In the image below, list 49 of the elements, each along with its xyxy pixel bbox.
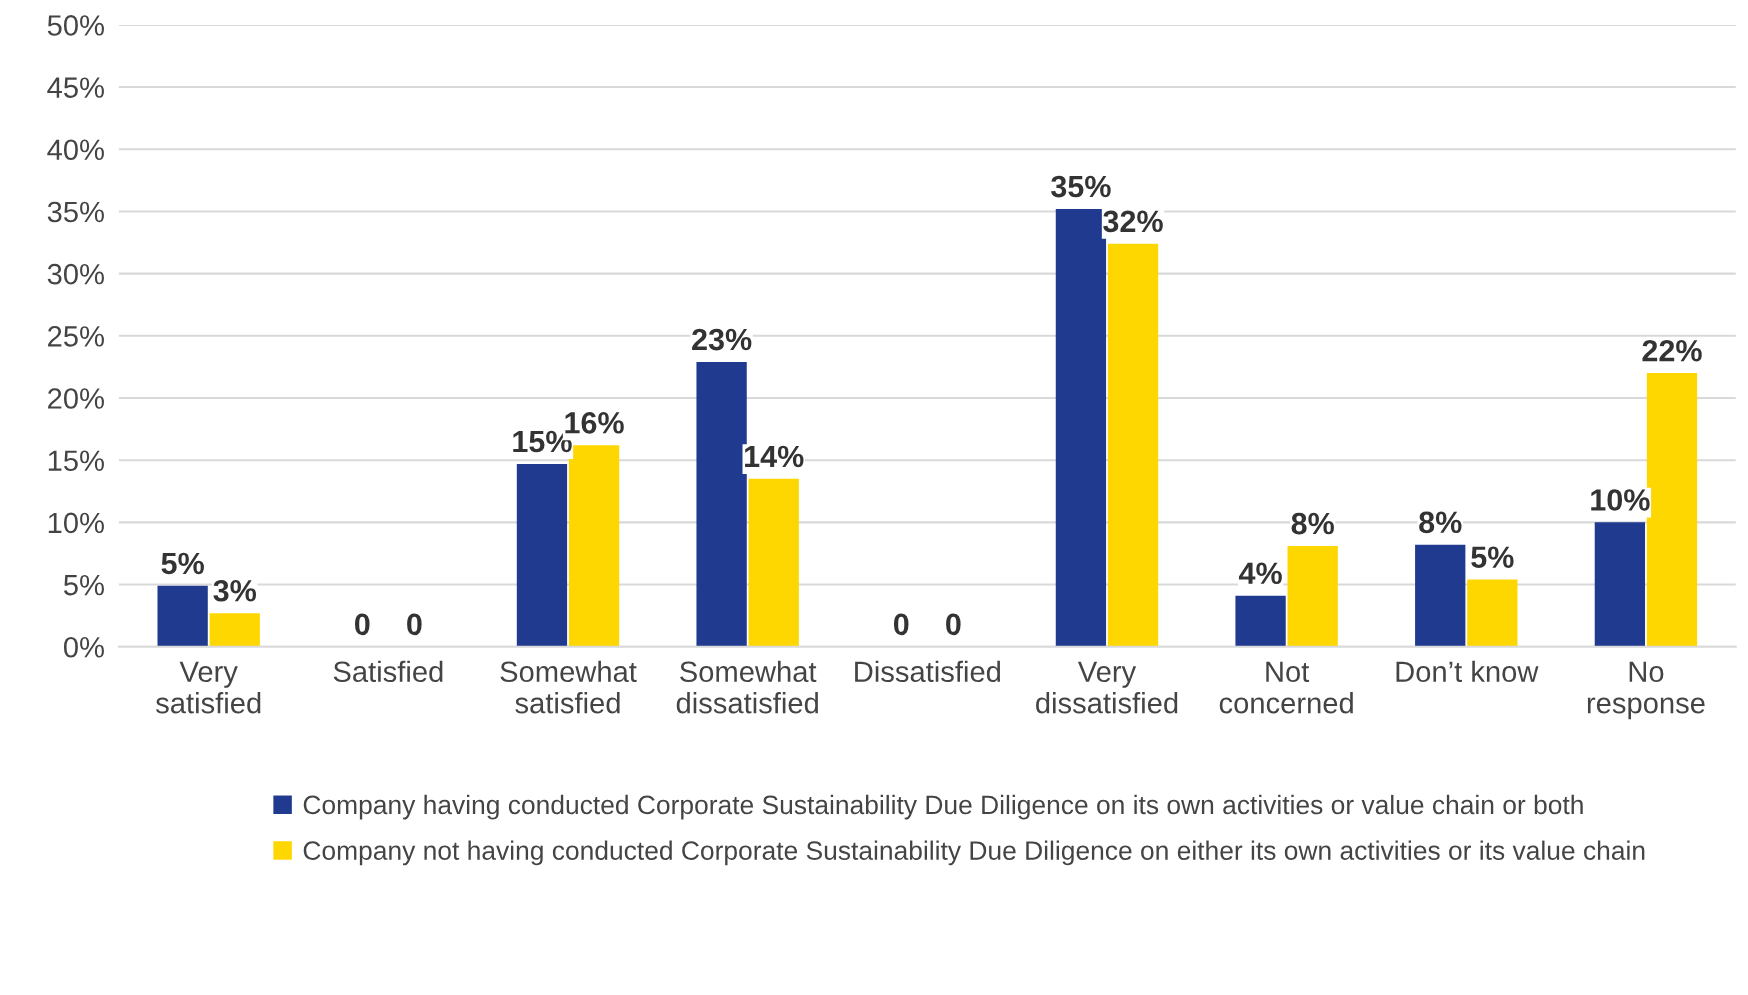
y-tick-label: 25% [48, 326, 104, 347]
data-label: 0 [893, 613, 909, 636]
y-tick-label: 45% [47, 77, 104, 98]
x-tick-label: No response [1587, 661, 1705, 720]
data-label: 10% [1591, 489, 1650, 511]
bar [1415, 544, 1466, 647]
y-tick-label: 15% [48, 450, 104, 472]
y-tick-label: 40% [47, 139, 104, 161]
y-tick-label: 5% [63, 574, 104, 596]
x-tick-label: Somewhat dissatisfied [676, 660, 818, 714]
x-tick-label: Don’t know [1396, 660, 1539, 683]
legend-label: Company having conducted Corporate Sustainability Due Diligence on its own activities or value chain or both [303, 794, 1583, 820]
x-tick-label: Satisfied [333, 660, 443, 683]
data-label: 14% [745, 445, 804, 468]
y-tick-label: 35% [47, 201, 104, 223]
x-tick-label: Dissatisfied [855, 660, 1000, 683]
bar [696, 361, 747, 647]
data-label: 0 [407, 613, 422, 636]
bar [209, 613, 260, 647]
data-label: 3% [213, 579, 257, 602]
data-label: 0 [355, 613, 370, 636]
bar [516, 463, 568, 647]
data-label: 32% [1103, 210, 1163, 233]
data-label: 4% [1238, 562, 1282, 585]
bar [1107, 243, 1159, 647]
y-tick-label: 50% [47, 15, 104, 36]
y-tick-label: 30% [47, 263, 104, 285]
data-label: 0 [946, 613, 961, 636]
x-tick-label: Not concerned [1219, 661, 1353, 714]
bar [1594, 522, 1646, 647]
y-tick-label: 10% [48, 512, 104, 534]
data-label: 8% [1419, 511, 1462, 534]
data-label: 5% [1471, 546, 1514, 568]
bar [1467, 579, 1518, 647]
bar [748, 478, 799, 647]
data-label: 5% [161, 552, 204, 575]
data-label: 22% [1642, 339, 1702, 362]
y-tick-label: 0% [63, 636, 104, 658]
data-label: 23% [692, 328, 752, 351]
legend-label: Company not having conducted Corporate Sustainability Due Diligence on either its own activities or its value chain [303, 840, 1645, 866]
x-tick-label: Very dissatisfied [1036, 661, 1178, 714]
x-tick-label: Somewhat satisfied [500, 660, 637, 714]
bar [1235, 595, 1286, 647]
bar [1287, 546, 1338, 647]
y-tick-label: 20% [48, 388, 104, 409]
x-tick-label: Very satisfied [156, 661, 261, 714]
data-label: 8% [1291, 512, 1334, 535]
data-label: 35% [1051, 175, 1111, 198]
bar [157, 585, 208, 647]
